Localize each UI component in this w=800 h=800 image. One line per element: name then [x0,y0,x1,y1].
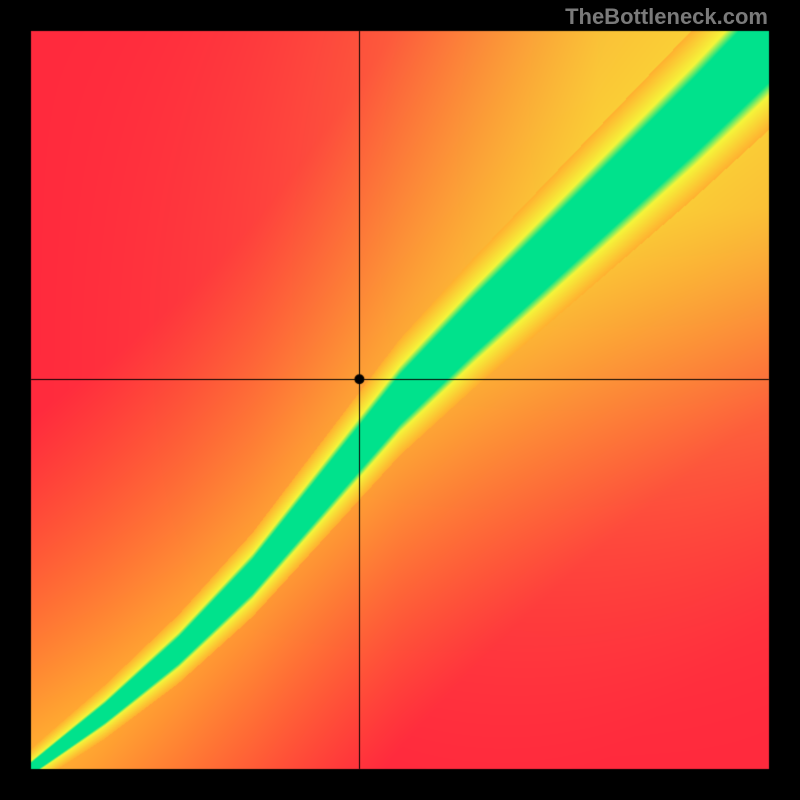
watermark-text: TheBottleneck.com [565,4,768,30]
crosshair-overlay [0,0,800,800]
